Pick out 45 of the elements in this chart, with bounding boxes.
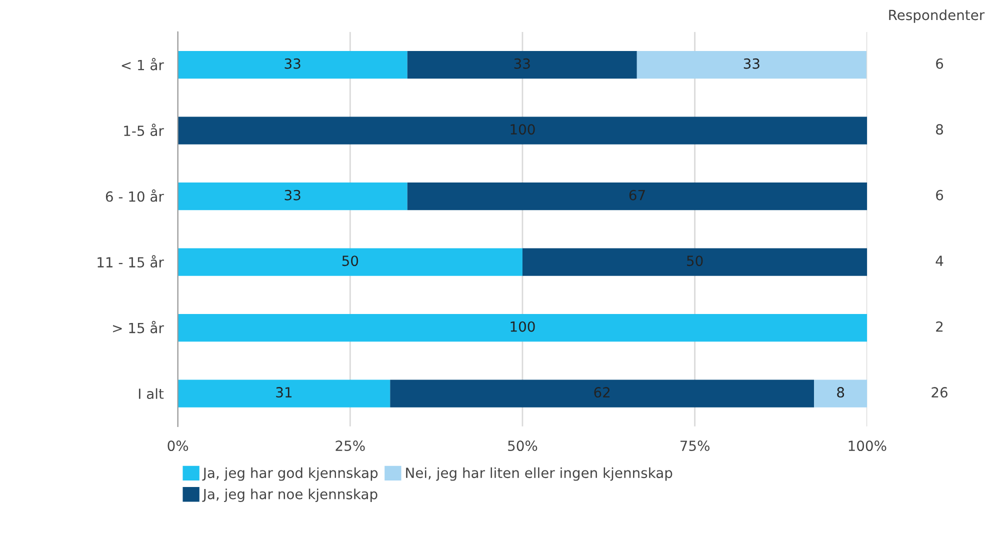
data-label: 100 (510, 124, 535, 135)
y-tick-label: I alt (138, 388, 164, 400)
legend-label: Ja, jeg har god kjennskap (202, 467, 378, 481)
bar (178, 248, 522, 276)
y-tick-label: > 15 år (113, 320, 164, 334)
bar (178, 314, 868, 342)
data-label: 33 (284, 190, 300, 200)
y-tick-label: 1-5 år (124, 124, 164, 136)
data-label: 8 (837, 387, 844, 398)
text: 2 (936, 321, 943, 332)
bar (178, 116, 868, 144)
data-label: 62 (594, 387, 610, 398)
data-label: 33 (514, 58, 530, 69)
y-tick-label: < 1 år (122, 58, 164, 70)
bar (407, 51, 637, 79)
y-tick-label: 6 - 10 år (106, 189, 164, 202)
bar (522, 248, 868, 276)
bar (178, 182, 408, 210)
bar (636, 51, 866, 79)
x-tick-label: 50% (508, 440, 538, 452)
data-label: 31 (276, 387, 292, 398)
bar (814, 380, 868, 408)
data-label: 50 (342, 256, 358, 266)
x-tick-label: 75% (680, 440, 710, 452)
text: 26 (932, 387, 948, 398)
text: Respondenter (889, 9, 985, 23)
bar (390, 380, 814, 408)
legend-label: Nei, jeg har liten eller ingen kjennskap (406, 467, 672, 481)
data-label: 33 (284, 58, 300, 69)
text: 6 (936, 58, 944, 69)
y-tick-label: 11 - 15 år (98, 255, 164, 268)
bar (407, 182, 868, 210)
bar (178, 51, 408, 79)
data-label: 100 (510, 321, 535, 332)
text: 6 (936, 190, 944, 200)
x-tick-label: 100% (848, 440, 886, 452)
text: 4 (936, 256, 944, 266)
data-label: 33 (744, 58, 760, 69)
data-label: 67 (629, 190, 645, 200)
legend-label: Ja, jeg har noe kjennskap (202, 488, 378, 502)
x-tick-label: 0% (168, 440, 188, 452)
x-tick-label: 25% (336, 440, 365, 452)
data-label: 50 (687, 256, 703, 266)
bar (178, 380, 390, 408)
text: 8 (936, 124, 943, 135)
